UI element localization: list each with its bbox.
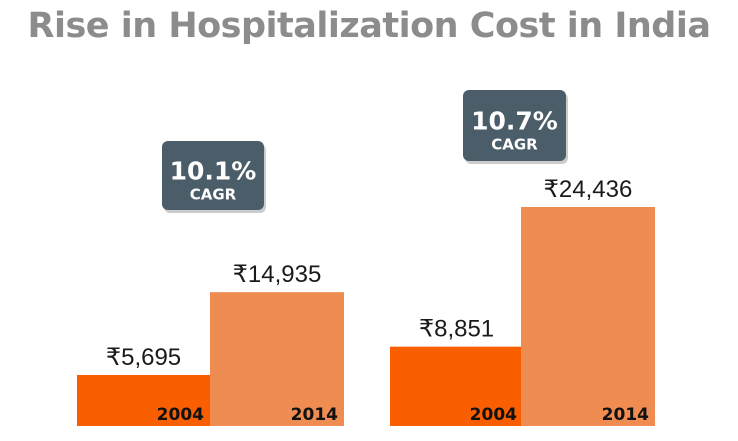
bar-2014 [521,207,655,426]
value-label: ₹5,695 [106,344,181,371]
cagr-label: CAGR [491,136,538,154]
year-label: 2014 [291,405,338,425]
bar-2014 [210,292,344,426]
cagr-label: CAGR [190,186,237,204]
value-label: ₹24,436 [544,176,633,203]
year-label: 2014 [602,405,649,425]
chart-title: Rise in Hospitalization Cost in India [27,6,711,46]
value-label: ₹14,935 [233,261,322,288]
year-label: 2004 [470,405,517,425]
bar-2004 [390,346,523,426]
cagr-value: 10.1% [170,157,257,186]
cagr-value: 10.7% [471,107,558,136]
year-label: 2004 [157,405,204,425]
bar-2004 [77,374,210,426]
value-label: ₹8,851 [419,316,494,343]
cagr-badge [162,141,264,210]
cagr-badge [463,90,566,161]
